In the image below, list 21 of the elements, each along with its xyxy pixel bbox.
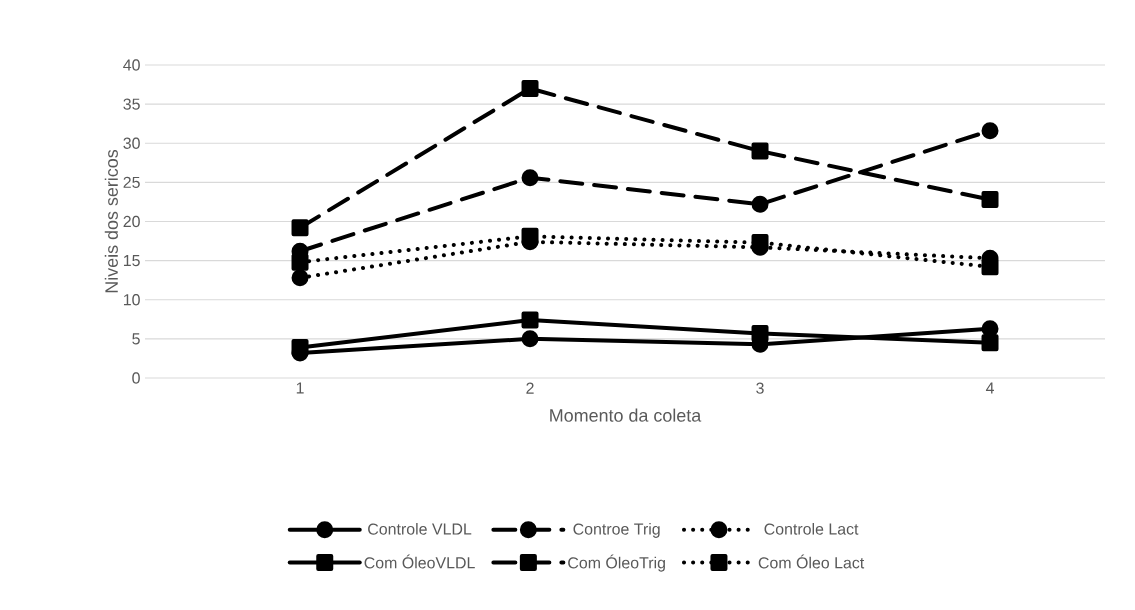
legend-label: Com ÓleoTrig: [568, 554, 665, 572]
legend-label: Controle Lact: [764, 523, 859, 535]
y-axis-title: Niveis dos sericos: [104, 149, 118, 293]
y-tick-label: 35: [123, 98, 140, 110]
legend-label: Com Óleo Lact: [758, 554, 865, 569]
y-tick-label: 15: [123, 255, 140, 267]
legend-label: Com ÓleoVLDL: [364, 554, 475, 569]
legend-label: Controe Trig: [573, 523, 660, 538]
y-tick-label: 0: [132, 372, 140, 384]
legend-label: Controle VLDL: [368, 523, 472, 535]
y-tick-label: 5: [132, 333, 140, 345]
x-tick-label: 2: [526, 382, 534, 394]
y-tick-label: 20: [123, 215, 140, 228]
y-tick-label: 10: [123, 294, 140, 306]
y-tick-label: 30: [123, 137, 140, 149]
x-tick-label: 4: [985, 382, 994, 394]
x-tick-label: 1: [296, 382, 304, 394]
x-tick-label: 3: [756, 382, 764, 394]
y-tick-label: 25: [123, 176, 140, 188]
x-axis-title: Momento da coleta: [550, 408, 702, 422]
y-tick-label: 40: [123, 59, 140, 71]
